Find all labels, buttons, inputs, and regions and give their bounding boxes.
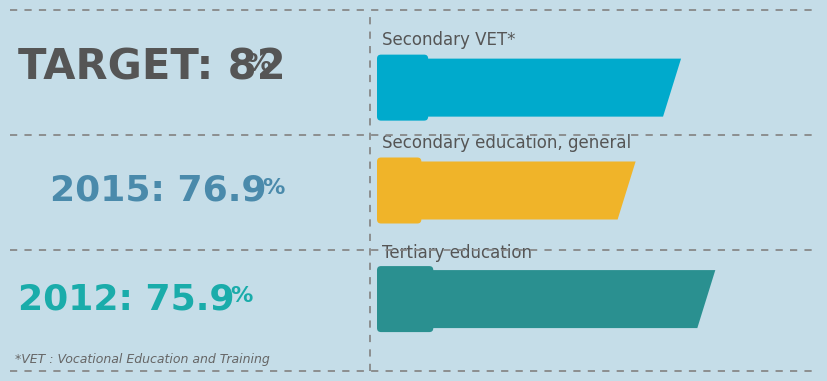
Text: 2015: 76.9: 2015: 76.9 <box>50 173 266 208</box>
Text: Secondary VET*: Secondary VET* <box>382 31 515 49</box>
Text: %: % <box>566 81 586 100</box>
Text: Secondary education, general: Secondary education, general <box>382 134 631 152</box>
Text: 2012: 75.9: 2012: 75.9 <box>18 282 235 316</box>
Text: %: % <box>262 178 284 197</box>
Text: %: % <box>589 293 609 312</box>
FancyBboxPatch shape <box>377 54 428 121</box>
Text: 61.2: 61.2 <box>453 173 535 206</box>
Text: 81.9: 81.9 <box>504 282 587 315</box>
Polygon shape <box>382 270 715 328</box>
Text: %: % <box>230 286 252 306</box>
Text: %: % <box>246 52 271 76</box>
Polygon shape <box>382 59 681 117</box>
Polygon shape <box>382 162 636 219</box>
Text: 73: 73 <box>519 70 565 103</box>
FancyBboxPatch shape <box>377 266 433 332</box>
FancyBboxPatch shape <box>377 157 421 224</box>
Text: %: % <box>538 184 557 203</box>
Text: *VET : Vocational Education and Training: *VET : Vocational Education and Training <box>15 352 270 365</box>
Text: Tertiary education: Tertiary education <box>382 244 532 263</box>
Text: TARGET: 82: TARGET: 82 <box>18 47 285 89</box>
